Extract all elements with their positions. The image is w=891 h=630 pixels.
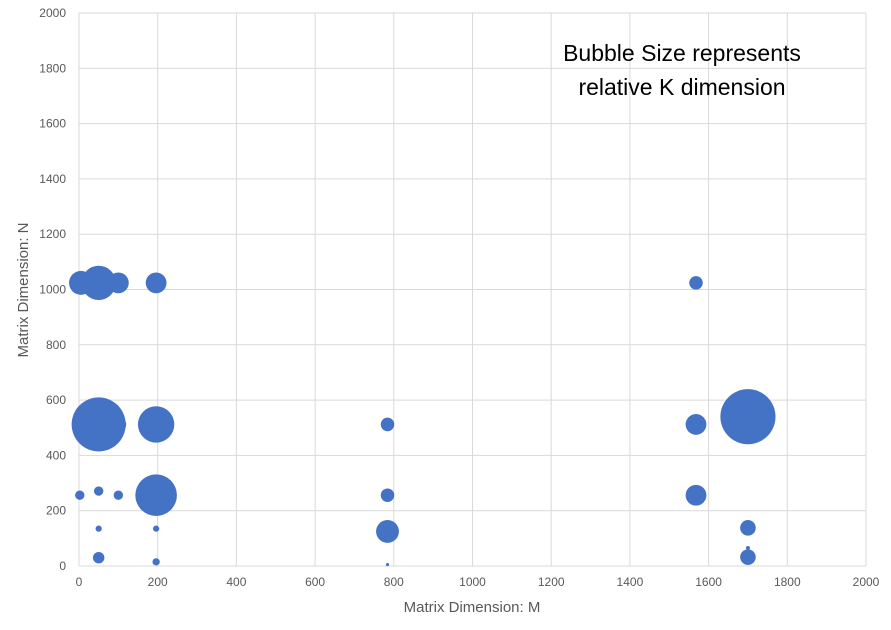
y-tick-label-9: 1800	[39, 61, 66, 75]
y-tick-label-7: 1400	[39, 172, 66, 186]
bubble-21	[740, 520, 756, 536]
annotation-line-2: relative K dimension	[578, 74, 785, 100]
y-tick-label-5: 1000	[39, 283, 66, 297]
y-tick-label-0: 0	[59, 559, 66, 573]
bubble-10	[685, 414, 707, 435]
bubbles	[69, 265, 776, 567]
bubble-24	[152, 558, 160, 566]
x-tick-label-8: 1600	[695, 575, 722, 589]
y-tick-label-6: 1200	[39, 227, 66, 241]
x-tick-label-6: 1200	[538, 575, 565, 589]
bubble-8	[137, 406, 175, 443]
gridlines	[78, 12, 867, 567]
bubble-7	[110, 416, 127, 433]
x-tick-label-5: 1000	[459, 575, 486, 589]
annotation-line-1: Bubble Size represents	[563, 40, 801, 66]
x-tick-label-10: 2000	[853, 575, 880, 589]
y-tick-label-8: 1600	[39, 117, 66, 131]
bubble-16	[380, 488, 395, 502]
x-tick-label-2: 400	[226, 575, 246, 589]
x-tick-label-1: 200	[148, 575, 168, 589]
bubble-1	[81, 265, 116, 301]
x-tick-label-3: 600	[305, 575, 325, 589]
bubble-2	[107, 272, 129, 294]
y-tick-label-3: 600	[46, 393, 66, 407]
y-tick-labels: 0 200 400 600 800 1000 1200 1400 1600 1800 2000	[39, 6, 66, 573]
bubble-17	[685, 484, 707, 506]
x-tick-label-0: 0	[76, 575, 83, 589]
bubble-26	[740, 549, 756, 565]
bubble-14	[113, 490, 124, 500]
bubble-15	[135, 474, 177, 517]
bubble-4	[689, 276, 703, 290]
bubble-3	[145, 272, 167, 294]
y-tick-label-10: 2000	[39, 6, 66, 20]
bubble-11	[720, 389, 776, 445]
x-tick-label-7: 1400	[617, 575, 644, 589]
bubble-20	[376, 519, 399, 543]
bubble-18	[95, 525, 102, 532]
bubble-23	[92, 551, 105, 564]
x-tick-labels: 0 200 400 600 800 1000 1200 1400 1600 1800 2000	[76, 575, 880, 589]
bubble-9	[380, 417, 395, 432]
bubble-12	[75, 490, 85, 500]
bubble-25	[385, 563, 390, 567]
y-axis-title: Matrix Dimension: N	[15, 222, 32, 357]
x-tick-label-4: 800	[384, 575, 404, 589]
bubble-6	[71, 397, 126, 452]
y-tick-label-4: 800	[46, 338, 66, 352]
bubble-13	[93, 486, 104, 496]
bubble-22	[745, 545, 751, 551]
y-tick-label-2: 400	[46, 448, 66, 462]
y-tick-label-1: 200	[46, 504, 66, 518]
x-axis-title: Matrix Dimension: M	[404, 599, 541, 616]
x-tick-label-9: 1800	[774, 575, 801, 589]
bubble-19	[153, 525, 160, 532]
